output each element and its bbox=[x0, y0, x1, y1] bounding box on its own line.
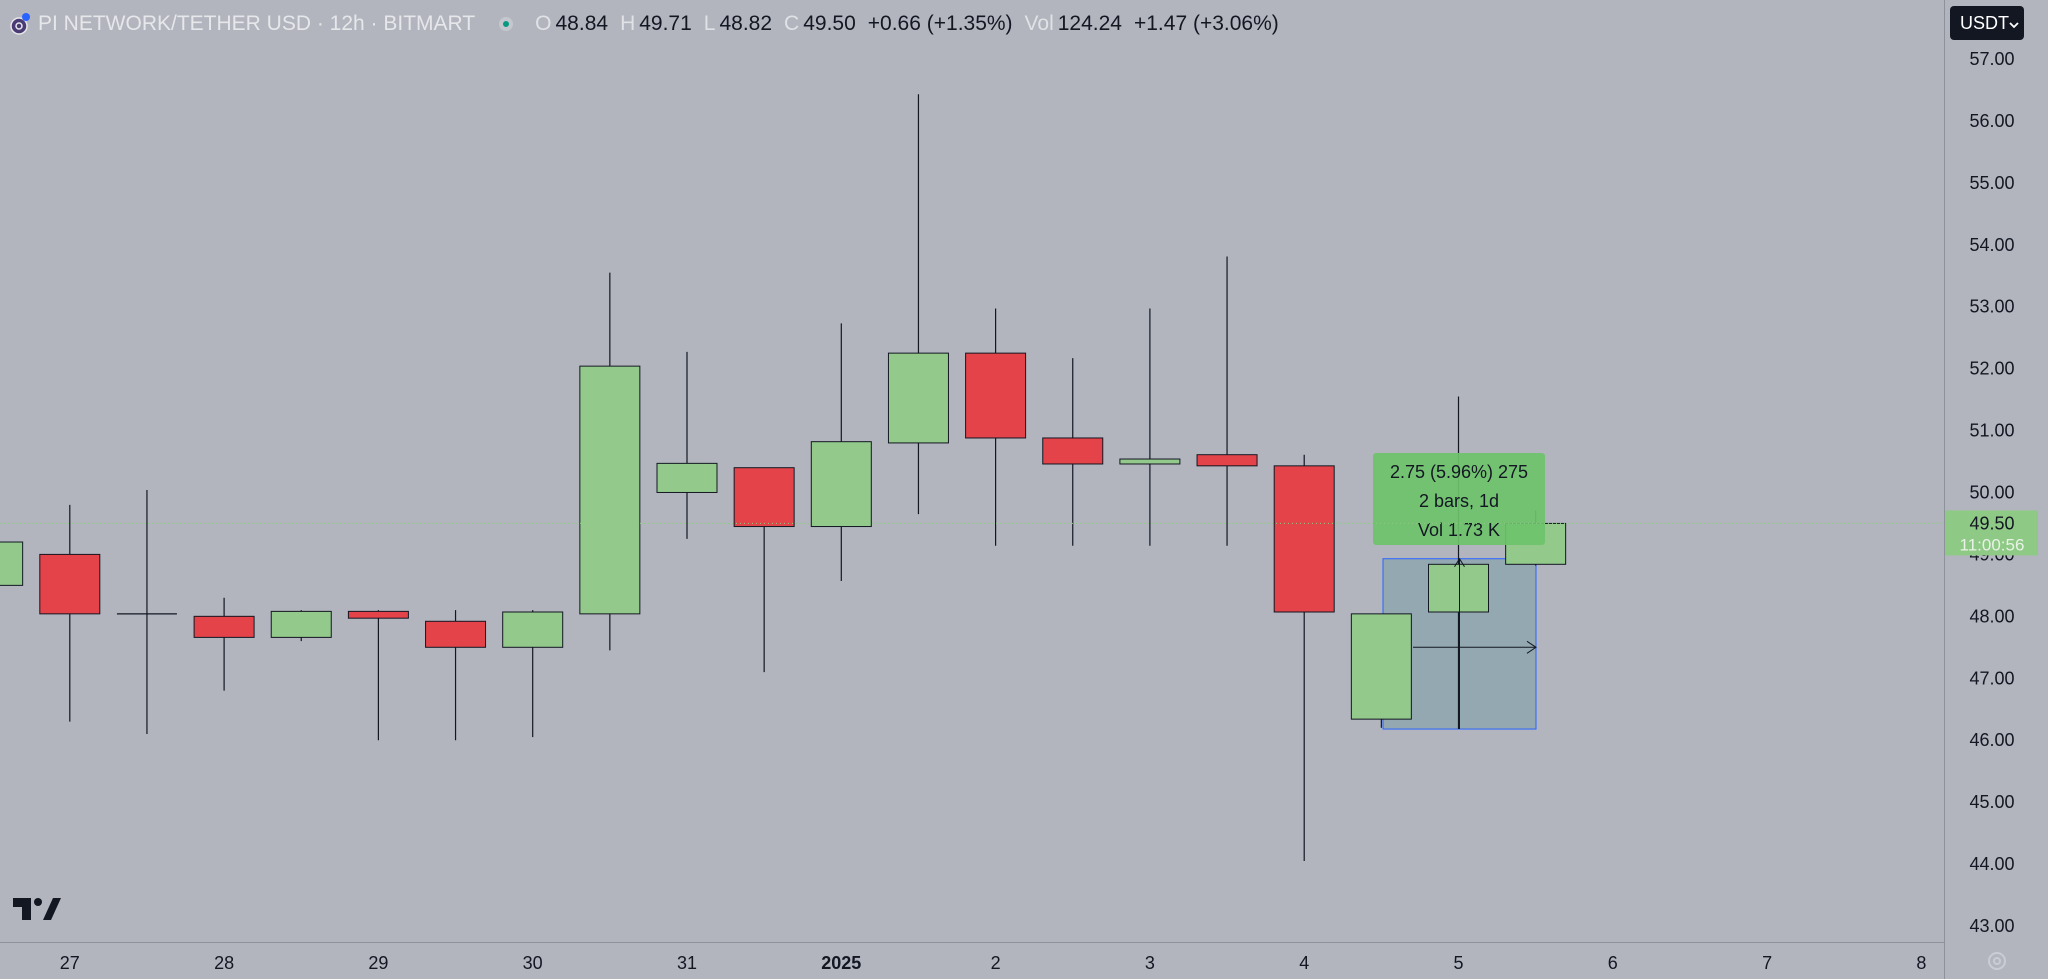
price-tick-label: 45.00 bbox=[1969, 792, 2014, 812]
last-price-badge[interactable] bbox=[1945, 510, 2038, 556]
candle-body[interactable] bbox=[1273, 465, 1335, 613]
open-value: 48.84 bbox=[555, 12, 609, 35]
measure-tooltip-line-1: 2.75 (5.96%) 275 bbox=[1390, 462, 1528, 482]
measure-tooltip-line-3: Vol 1.73 K bbox=[1418, 520, 1500, 540]
candle-body[interactable] bbox=[0, 541, 24, 586]
chart-header: PI NETWORK/TETHER USD · 12h · BITMART O … bbox=[8, 8, 1291, 40]
candle-body[interactable] bbox=[270, 610, 332, 638]
candle-body[interactable] bbox=[1196, 454, 1258, 467]
candle-body[interactable] bbox=[965, 352, 1027, 439]
candle-body[interactable] bbox=[579, 365, 641, 615]
price-tick-label: 50.00 bbox=[1969, 482, 2014, 502]
time-tick-label: 27 bbox=[60, 953, 80, 973]
candle-body[interactable] bbox=[733, 467, 795, 528]
candle-body[interactable] bbox=[425, 620, 487, 648]
close-label: C bbox=[784, 12, 800, 35]
time-tick-label: 4 bbox=[1299, 953, 1309, 973]
price-change: +0.66 (+1.35%) bbox=[867, 12, 1013, 35]
measure-tooltip-line-2: 2 bars, 1d bbox=[1419, 491, 1499, 511]
candle-body[interactable] bbox=[1119, 458, 1181, 465]
price-tick-label: 44.00 bbox=[1969, 854, 2014, 874]
candle-body[interactable] bbox=[39, 553, 101, 615]
price-tick-label: 46.00 bbox=[1969, 730, 2014, 750]
pi-network-symbol-icon[interactable] bbox=[8, 13, 30, 35]
low-value: 48.82 bbox=[719, 12, 773, 35]
high-value: 49.71 bbox=[639, 12, 692, 35]
close-value: 49.50 bbox=[803, 12, 856, 35]
time-tick-label: 31 bbox=[677, 953, 697, 973]
measure-tooltip bbox=[1373, 453, 1545, 545]
time-tick-label: 30 bbox=[523, 953, 543, 973]
price-tick-label: 51.00 bbox=[1969, 421, 2014, 441]
candle-body[interactable] bbox=[347, 610, 409, 619]
open-label: O bbox=[535, 12, 552, 35]
price-tick-label: 57.00 bbox=[1969, 49, 2014, 69]
tradingview-logo-icon[interactable] bbox=[13, 896, 61, 927]
bar-countdown: 11:00:56 bbox=[1960, 535, 2025, 554]
price-tick-label: 53.00 bbox=[1969, 297, 2014, 317]
price-tick-label: 52.00 bbox=[1969, 359, 2014, 379]
price-tick-label: 55.00 bbox=[1969, 173, 2014, 193]
chevron-down-icon bbox=[2009, 13, 2019, 34]
time-tick-label: 8 bbox=[1916, 953, 1926, 973]
time-tick-label: 3 bbox=[1145, 953, 1155, 973]
high-label: H bbox=[620, 12, 636, 35]
time-tick-label: 29 bbox=[368, 953, 388, 973]
volume-change: +1.47 (+3.06%) bbox=[1133, 12, 1279, 35]
candle-body[interactable] bbox=[1042, 437, 1104, 465]
last-price-value: 49.50 bbox=[1969, 513, 2014, 533]
time-tick-label: 2 bbox=[991, 953, 1001, 973]
low-label: L bbox=[703, 12, 716, 35]
price-tick-label: 48.00 bbox=[1969, 606, 2014, 626]
candle-body[interactable] bbox=[887, 352, 949, 444]
time-tick-label: 5 bbox=[1453, 953, 1463, 973]
time-tick-label: 2025 bbox=[821, 953, 861, 973]
candle-body[interactable] bbox=[193, 615, 255, 638]
time-tick-label: 6 bbox=[1608, 953, 1618, 973]
price-tick-label: 56.00 bbox=[1969, 111, 2014, 131]
price-tick-label: 54.00 bbox=[1969, 235, 2014, 255]
volume-label: Vol bbox=[1024, 12, 1054, 35]
time-tick-label: 28 bbox=[214, 953, 234, 973]
measure-arrow-up-icon bbox=[1454, 557, 1465, 567]
currency-select-button[interactable]: USDT bbox=[1950, 6, 2024, 40]
settings-icon[interactable] bbox=[1986, 950, 2008, 977]
price-tick-label: 47.00 bbox=[1969, 668, 2014, 688]
measure-arrow-right-icon bbox=[1526, 640, 1537, 654]
candle-body[interactable] bbox=[656, 462, 718, 493]
symbol-title[interactable]: PI NETWORK/TETHER USD · 12h · BITMART bbox=[38, 12, 476, 35]
market-status-icon[interactable] bbox=[499, 17, 514, 31]
price-tick-label: 43.00 bbox=[1969, 916, 2014, 936]
currency-label: USDT bbox=[1960, 12, 2009, 33]
volume-value: 124.24 bbox=[1057, 12, 1122, 35]
candle-body[interactable] bbox=[1350, 613, 1412, 720]
candle-body[interactable] bbox=[1428, 563, 1489, 613]
candle-body[interactable] bbox=[810, 441, 872, 528]
candle-body[interactable] bbox=[502, 611, 564, 648]
time-tick-label: 7 bbox=[1762, 953, 1772, 973]
